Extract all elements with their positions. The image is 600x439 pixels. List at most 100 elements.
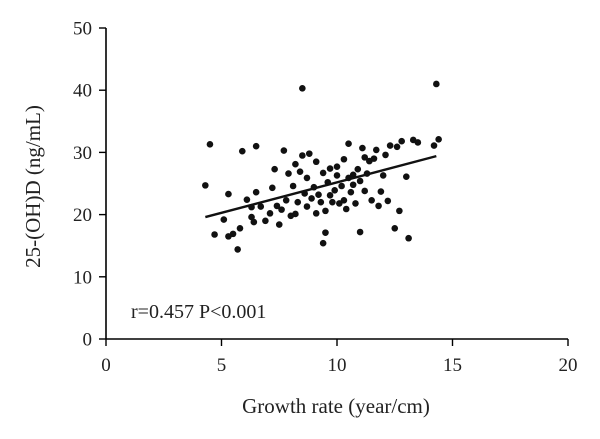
data-point: [243, 196, 251, 203]
data-point: [414, 139, 422, 146]
data-point: [398, 137, 405, 145]
data-point: [312, 158, 320, 166]
y-axis-ticks: 0 10 20 30 40 50: [73, 19, 106, 351]
data-point: [282, 196, 290, 204]
data-point: [319, 169, 327, 177]
data-point: [285, 170, 292, 177]
data-point: [405, 234, 412, 242]
data-point: [396, 207, 403, 215]
data-point: [338, 182, 345, 190]
data-point: [234, 246, 241, 253]
data-point: [257, 203, 265, 210]
data-point: [391, 224, 399, 232]
data-point: [340, 196, 348, 204]
x-tick-label: 10: [328, 355, 347, 376]
data-point: [266, 210, 274, 217]
y-axis-title: 25-(OH)D (ng/mL): [21, 105, 45, 268]
data-point: [359, 144, 366, 152]
data-point: [361, 154, 369, 161]
y-tick-label: 30: [73, 143, 92, 164]
data-point: [349, 181, 357, 189]
y-tick-label: 0: [83, 330, 93, 351]
data-point: [206, 141, 214, 148]
regression-line: [205, 154, 437, 219]
data-point: [322, 229, 329, 236]
data-point: [370, 155, 378, 162]
data-point: [342, 205, 350, 213]
data-point: [271, 165, 278, 173]
data-point: [377, 188, 385, 195]
data-point: [361, 187, 369, 195]
data-point: [333, 163, 341, 171]
data-point: [331, 187, 338, 194]
data-point: [248, 213, 255, 221]
data-point: [356, 228, 364, 236]
data-point: [393, 143, 401, 151]
x-tick-label: 20: [559, 355, 578, 376]
y-tick-label: 40: [73, 81, 92, 102]
data-point: [225, 190, 232, 198]
data-point: [356, 177, 364, 185]
data-point: [278, 206, 285, 213]
data-point: [299, 85, 306, 92]
data-point: [292, 160, 299, 168]
data-point: [386, 142, 394, 149]
data-point: [262, 217, 269, 225]
data-point: [379, 172, 387, 179]
data-point: [238, 147, 246, 155]
data-point: [333, 172, 341, 179]
data-point: [289, 182, 297, 190]
data-point: [273, 202, 281, 210]
data-point: [308, 195, 315, 202]
data-point: [372, 146, 380, 154]
data-point: [294, 198, 302, 206]
data-point: [326, 165, 334, 172]
data-point: [250, 218, 258, 226]
y-tick-label: 10: [73, 267, 92, 288]
data-point: [319, 239, 327, 247]
data-point: [326, 192, 334, 199]
data-point: [336, 200, 343, 207]
data-point: [236, 224, 244, 232]
data-point: [382, 151, 389, 159]
data-point: [435, 136, 442, 143]
data-point: [202, 182, 209, 189]
data-point: [229, 230, 237, 238]
data-point: [347, 188, 355, 196]
data-point: [305, 150, 313, 157]
data-point: [296, 168, 304, 175]
data-point: [292, 210, 299, 218]
data-point: [354, 165, 362, 173]
data-point: [303, 174, 311, 182]
correlation-annotation: r=0.457 P<0.001: [131, 301, 266, 323]
data-point: [299, 152, 306, 159]
data-point: [211, 231, 218, 238]
data-point: [312, 210, 320, 217]
x-tick-label: 15: [443, 355, 462, 376]
data-point: [329, 198, 336, 206]
x-tick-label: 5: [217, 355, 227, 376]
data-point: [252, 142, 260, 150]
data-point: [345, 140, 352, 147]
data-point: [317, 198, 325, 206]
data-point: [303, 203, 311, 210]
data-point: [275, 221, 283, 228]
data-point: [269, 184, 276, 192]
data-point: [368, 196, 375, 204]
data-point: [252, 188, 260, 196]
data-point: [280, 147, 288, 154]
data-point: [433, 80, 440, 88]
data-point: [315, 191, 322, 198]
data-point: [384, 197, 392, 205]
data-point: [220, 216, 228, 223]
y-tick-label: 20: [73, 205, 92, 226]
data-point: [403, 173, 410, 180]
y-tick-label: 50: [73, 19, 92, 40]
data-points: [202, 80, 442, 253]
x-axis-title: Growth rate (year/cm): [242, 394, 430, 418]
data-point: [340, 155, 348, 163]
x-tick-label: 0: [101, 355, 111, 376]
data-point: [430, 142, 438, 149]
data-point: [322, 207, 329, 215]
